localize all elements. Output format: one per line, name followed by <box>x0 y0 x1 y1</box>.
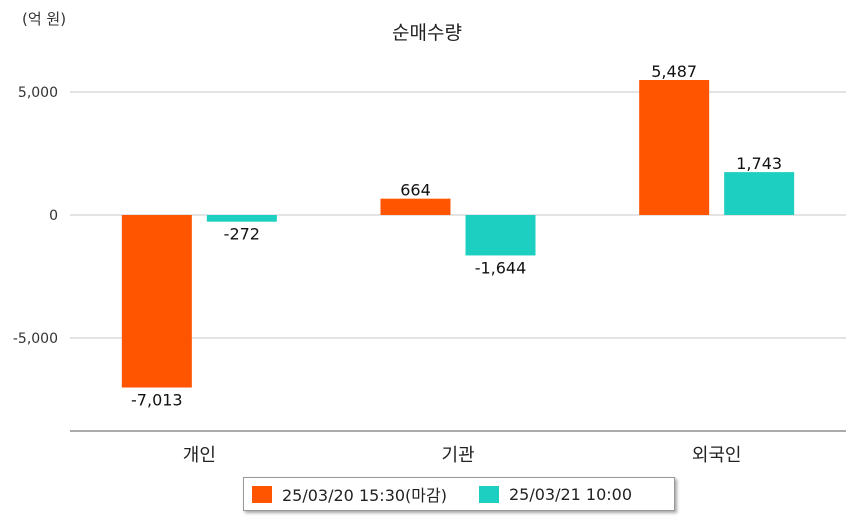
bar <box>639 80 710 215</box>
bar <box>121 215 192 388</box>
data-label: 664 <box>400 181 431 200</box>
data-label: -1,644 <box>475 258 527 277</box>
bar <box>724 172 795 215</box>
y-tick-label: 5,000 <box>18 85 58 101</box>
unit-label: (억 원) <box>22 10 67 28</box>
bar <box>465 215 536 256</box>
legend-item-series-1[interactable]: 25/03/20 15:30(마감) <box>252 482 447 506</box>
chart-title: 순매수량 <box>392 22 462 44</box>
data-label: 5,487 <box>651 62 697 81</box>
bar <box>380 198 451 215</box>
legend-swatch-series-2 <box>478 485 499 503</box>
data-label: -272 <box>224 225 260 244</box>
data-label: -7,013 <box>131 391 183 410</box>
legend-label-series-1: 25/03/20 15:30(마감) <box>282 486 447 505</box>
x-tick-label: 기관 <box>441 445 474 466</box>
legend-swatch-series-1 <box>252 485 272 503</box>
x-tick-label: 개인 <box>183 445 216 466</box>
bar <box>206 215 277 222</box>
y-tick-label: 0 <box>49 208 58 224</box>
legend-item-series-2[interactable]: 25/03/21 10:00 <box>478 484 633 504</box>
data-label: 1,743 <box>736 154 782 173</box>
legend-label-series-2: 25/03/21 10:00 <box>508 484 633 504</box>
x-tick-label: 외국인 <box>692 445 742 466</box>
legend: 25/03/20 15:30(마감) 25/03/21 10:00 <box>243 477 675 511</box>
y-tick-label: -5,000 <box>13 331 58 347</box>
